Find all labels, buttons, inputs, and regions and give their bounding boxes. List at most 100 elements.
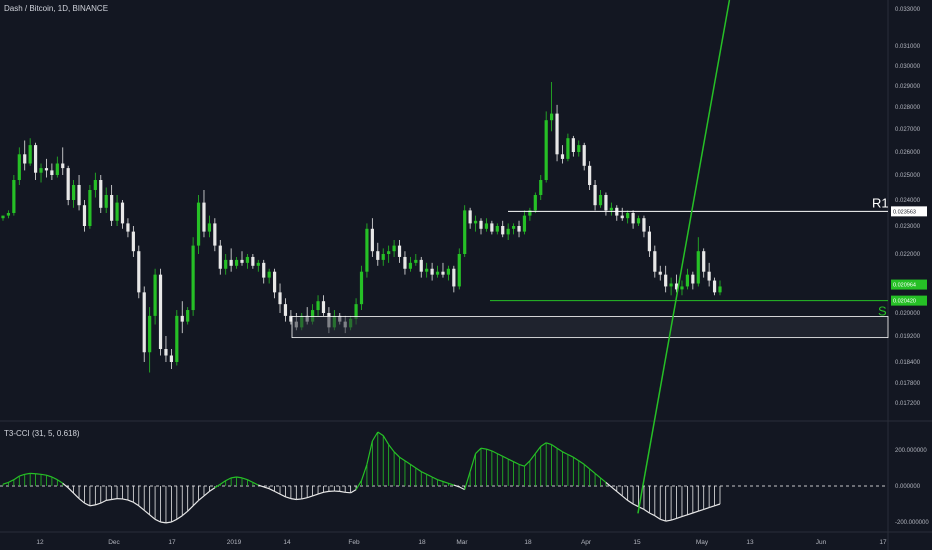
cci-line-segment — [469, 453, 477, 472]
candle-body — [653, 251, 657, 272]
cci-line-segment — [149, 514, 156, 520]
cci-line-segment — [665, 519, 672, 522]
resistance-price-tag: 0.023563 — [893, 209, 916, 215]
candle-body — [539, 180, 543, 195]
candle-body — [550, 113, 554, 121]
candle-body — [425, 268, 429, 272]
cci-line-segment — [524, 460, 531, 467]
cci-line-segment — [171, 518, 178, 523]
candle-body — [376, 251, 380, 260]
candle-body — [283, 304, 288, 316]
cci-line-segment — [258, 484, 264, 488]
cci-line-segment — [285, 496, 292, 500]
cci-line-segment — [540, 442, 547, 447]
candle-body — [6, 213, 11, 216]
cci-line-segment — [442, 480, 449, 484]
candle-body — [544, 120, 548, 180]
candle-body — [229, 259, 233, 266]
cci-line-segment — [138, 505, 145, 511]
candle-body — [23, 154, 27, 164]
cci-line-segment — [420, 471, 427, 475]
cci-line-segment — [62, 482, 69, 489]
cci-line-segment — [703, 507, 710, 510]
cci-line-segment — [475, 447, 482, 455]
time-tick-label: Feb — [348, 539, 360, 546]
candle-body — [251, 256, 255, 266]
candle-body — [28, 145, 32, 164]
candle-body — [77, 185, 81, 206]
cci-line-segment — [513, 461, 520, 465]
candle-body — [506, 228, 510, 235]
candle-body — [647, 231, 651, 252]
candle-body — [490, 223, 494, 232]
candle-body — [61, 163, 65, 169]
cci-line-segment — [35, 473, 42, 475]
candle-body — [234, 259, 239, 266]
cci-line-segment — [355, 480, 363, 490]
candle-body — [186, 310, 190, 322]
candle-body — [321, 301, 326, 313]
candle-body — [370, 228, 374, 252]
cci-line-segment — [198, 495, 205, 501]
cci-line-segment — [143, 509, 151, 516]
candle-body — [72, 185, 76, 200]
cci-line-segment — [78, 498, 85, 504]
cci-line-segment — [687, 512, 694, 516]
cci-line-segment — [627, 499, 634, 505]
candle-body — [66, 168, 70, 200]
candle-body — [224, 259, 228, 269]
candle-body — [691, 274, 695, 284]
cci-line-segment — [578, 460, 585, 465]
candle-body — [207, 223, 212, 232]
cci-line-segment — [95, 502, 101, 506]
candle-body — [278, 292, 282, 305]
cci-line-segment — [306, 495, 313, 499]
cci-line-segment — [507, 458, 514, 463]
cci-line-segment — [360, 464, 368, 481]
cci-line-segment — [491, 450, 498, 455]
cci-line-segment — [431, 476, 438, 481]
cci-line-segment — [377, 431, 384, 437]
candle-body — [528, 210, 532, 216]
candle-body — [604, 195, 608, 211]
candle-body — [598, 195, 603, 206]
candle-body — [674, 283, 679, 290]
cci-line-segment — [551, 444, 558, 449]
cci-tick-label: 200.000000 — [895, 448, 927, 454]
candle-body — [446, 268, 451, 275]
candle-body — [457, 254, 461, 287]
candle-body — [560, 154, 565, 159]
candle-body — [582, 145, 586, 166]
time-tick-label: 18 — [524, 539, 532, 546]
candle-body — [414, 259, 418, 263]
candle-body — [642, 218, 646, 232]
price-tick-label: 0.019200 — [895, 334, 921, 340]
candle-body — [430, 268, 434, 275]
cci-line-segment — [219, 480, 227, 485]
candle-body — [218, 245, 222, 269]
cci-line-segment — [545, 442, 552, 446]
candle-body — [473, 220, 478, 224]
cci-line-segment — [187, 505, 194, 512]
cci-line-segment — [339, 490, 346, 493]
candle-body — [620, 215, 624, 219]
cci-line-segment — [426, 473, 433, 478]
cci-line-segment — [453, 484, 460, 488]
candle-body — [316, 301, 320, 311]
candle-body — [397, 245, 402, 257]
cci-line-segment — [399, 456, 406, 462]
candle-body — [403, 256, 407, 269]
candle-body — [571, 138, 575, 152]
cci-line-segment — [106, 498, 112, 501]
cci-line-segment — [127, 499, 134, 503]
cci-line-segment — [654, 515, 661, 520]
cci-line-segment — [480, 447, 487, 450]
candle-body — [593, 185, 597, 206]
cci-line-segment — [393, 451, 400, 458]
price-tick-label: 0.028000 — [895, 105, 921, 111]
candle-body — [110, 195, 114, 221]
candle-body — [381, 254, 385, 260]
cci-line-segment — [181, 510, 189, 517]
candle-body — [256, 262, 260, 266]
